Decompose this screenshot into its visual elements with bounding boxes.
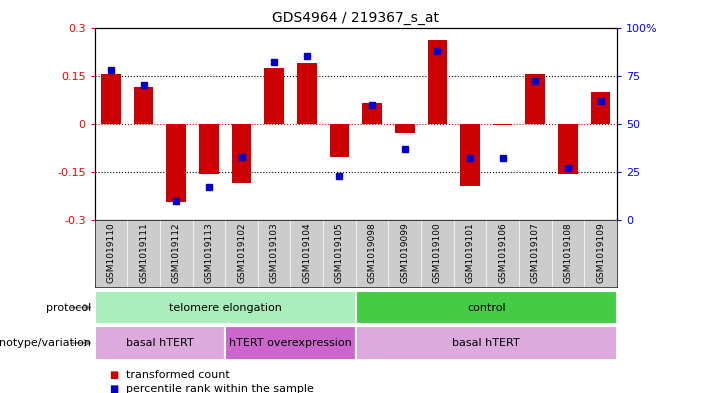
Text: ■: ■: [109, 384, 118, 393]
Text: GSM1019104: GSM1019104: [302, 222, 311, 283]
Bar: [264, 68, 284, 124]
Bar: [297, 63, 317, 124]
Bar: [199, 124, 219, 174]
Bar: [134, 87, 154, 124]
Bar: [101, 74, 121, 124]
Title: GDS4964 / 219367_s_at: GDS4964 / 219367_s_at: [272, 11, 440, 25]
Text: transformed count: transformed count: [126, 370, 230, 380]
Text: hTERT overexpression: hTERT overexpression: [229, 338, 352, 348]
Bar: [95, 326, 225, 360]
Text: GSM1019107: GSM1019107: [531, 222, 540, 283]
Bar: [355, 326, 617, 360]
Bar: [395, 124, 414, 133]
Bar: [558, 124, 578, 174]
Bar: [493, 124, 512, 125]
Text: control: control: [467, 303, 505, 312]
Text: GSM1019102: GSM1019102: [237, 222, 246, 283]
Text: basal hTERT: basal hTERT: [452, 338, 520, 348]
Bar: [232, 124, 251, 183]
Text: percentile rank within the sample: percentile rank within the sample: [126, 384, 314, 393]
Text: telomere elongation: telomere elongation: [169, 303, 282, 312]
Text: GSM1019100: GSM1019100: [433, 222, 442, 283]
Bar: [428, 40, 447, 124]
Bar: [591, 92, 611, 124]
Text: GSM1019109: GSM1019109: [596, 222, 605, 283]
Bar: [526, 74, 545, 124]
Text: GSM1019110: GSM1019110: [107, 222, 116, 283]
Text: GSM1019098: GSM1019098: [367, 222, 376, 283]
Text: GSM1019105: GSM1019105: [335, 222, 344, 283]
Bar: [329, 124, 349, 158]
Text: GSM1019103: GSM1019103: [270, 222, 279, 283]
Text: GSM1019101: GSM1019101: [465, 222, 475, 283]
Text: GSM1019108: GSM1019108: [564, 222, 573, 283]
Bar: [362, 103, 382, 124]
Text: basal hTERT: basal hTERT: [126, 338, 193, 348]
Bar: [355, 291, 617, 324]
Text: ■: ■: [109, 370, 118, 380]
Text: protocol: protocol: [46, 303, 91, 312]
Text: genotype/variation: genotype/variation: [0, 338, 91, 348]
Bar: [95, 291, 355, 324]
Text: GSM1019099: GSM1019099: [400, 222, 409, 283]
Text: GSM1019111: GSM1019111: [139, 222, 148, 283]
Bar: [225, 326, 356, 360]
Bar: [166, 124, 186, 202]
Bar: [460, 124, 479, 186]
Text: GSM1019113: GSM1019113: [205, 222, 213, 283]
Text: GSM1019112: GSM1019112: [172, 222, 181, 283]
Text: GSM1019106: GSM1019106: [498, 222, 507, 283]
